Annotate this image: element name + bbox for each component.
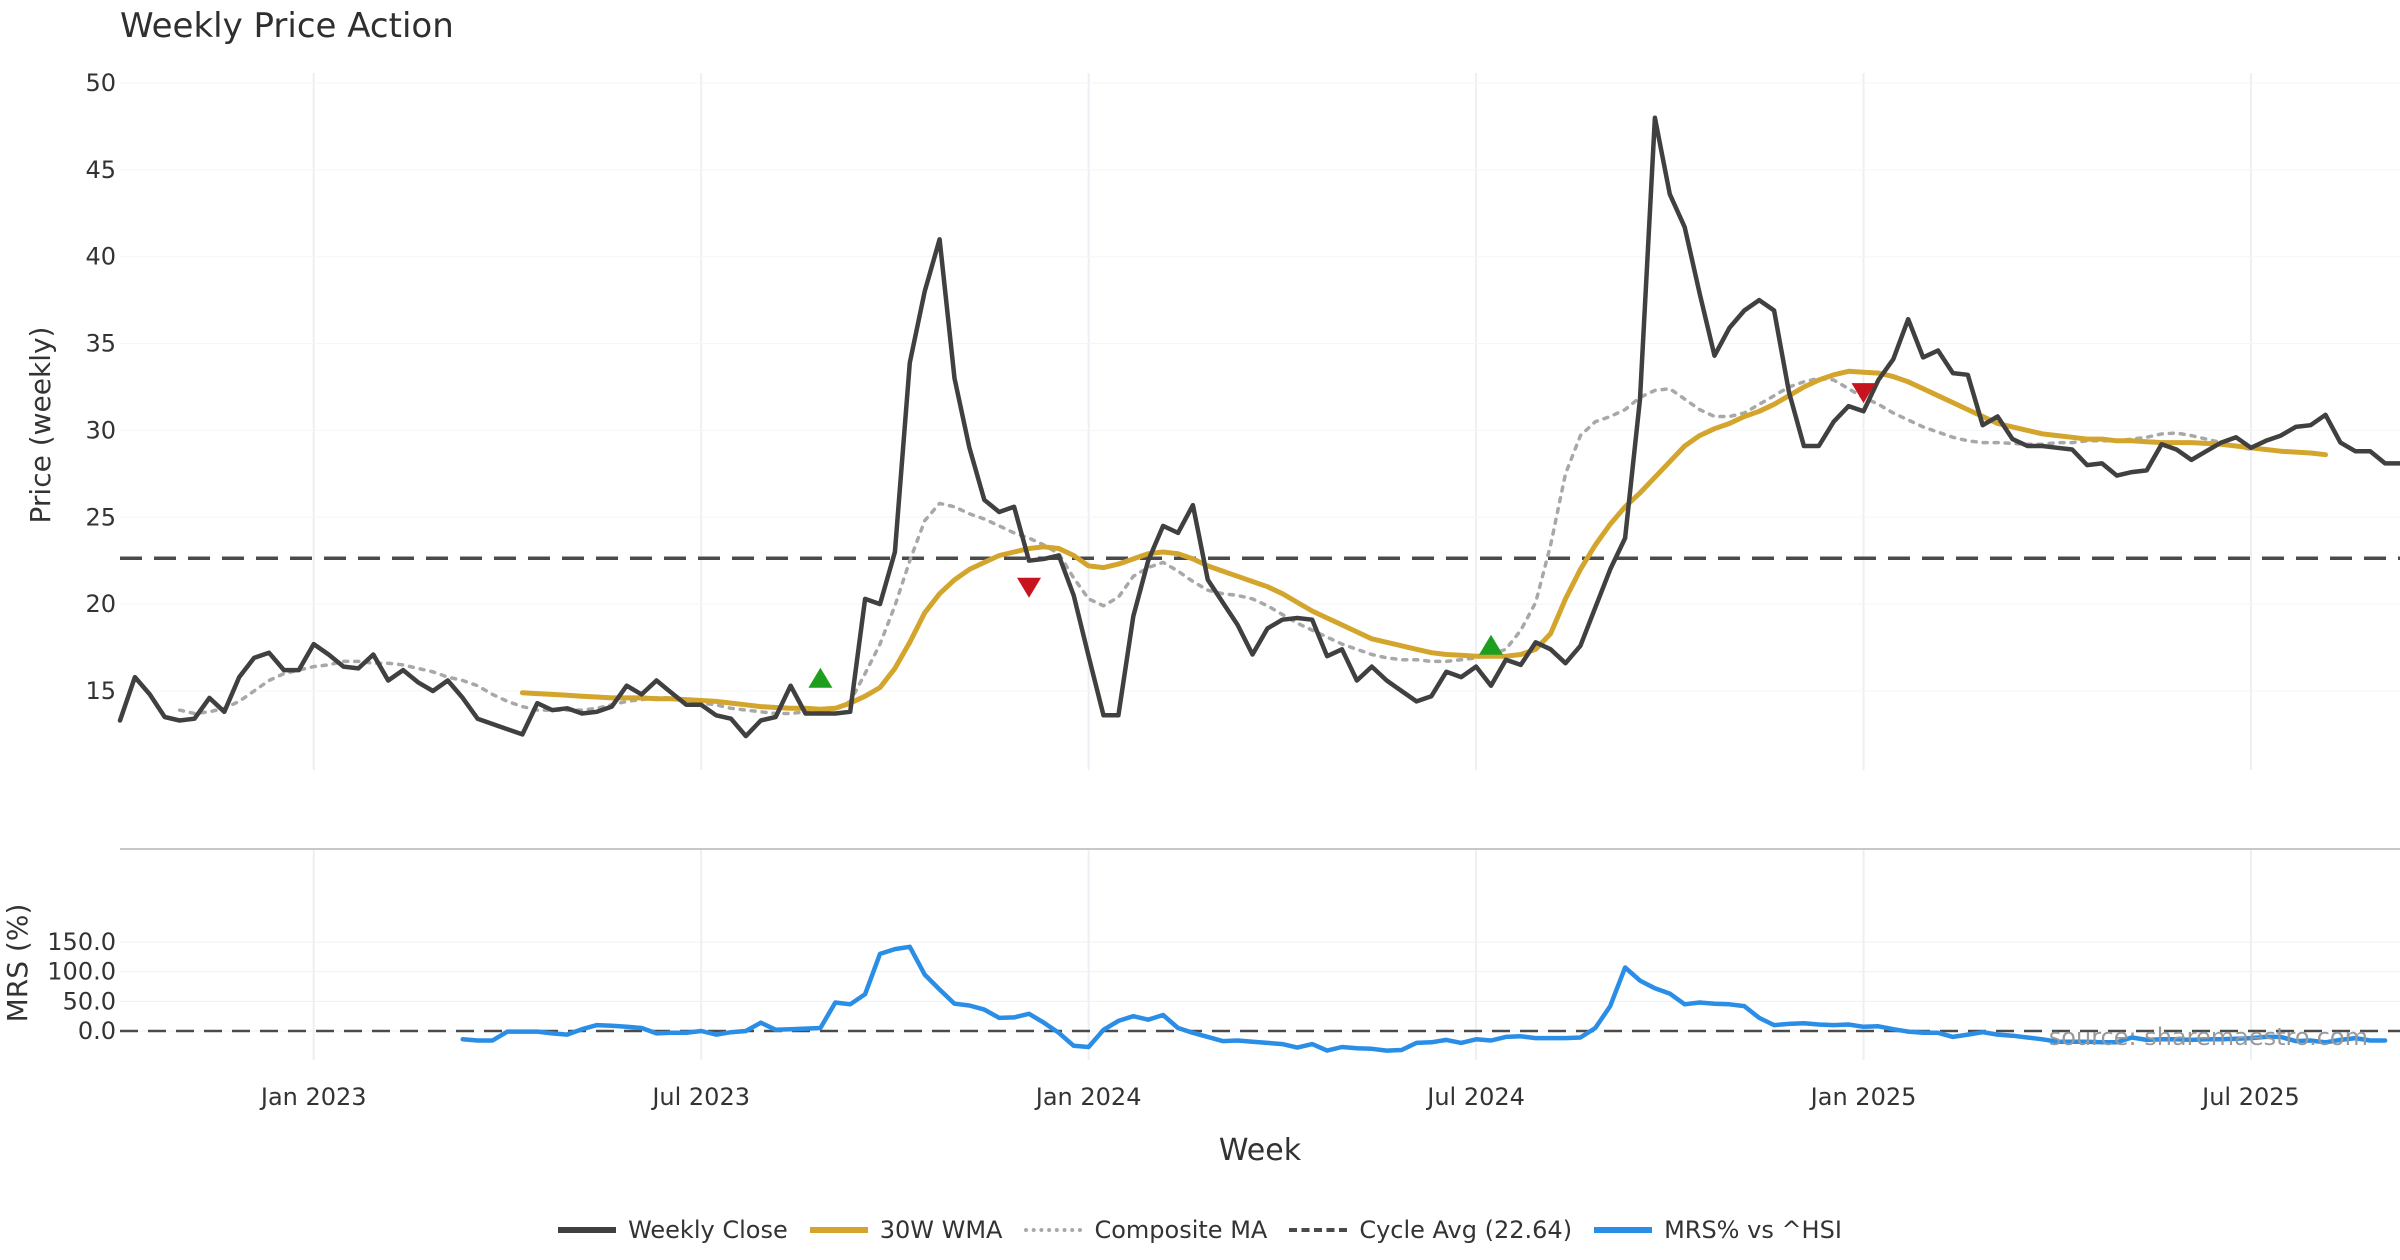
- price-y-tick-label: 20: [85, 590, 116, 618]
- mrs-line: [460, 944, 2388, 1053]
- wma-30w-line: [519, 368, 2328, 712]
- mrs-y-axis-label: MRS (%): [1, 904, 34, 1023]
- composite-ma-swatch: [1024, 1228, 1083, 1232]
- legend-label: Cycle Avg (22.64): [1359, 1216, 1573, 1244]
- buy-signal-marker: [1478, 634, 1503, 655]
- weekly-close-line: [117, 115, 2400, 739]
- legend-label: Weekly Close: [628, 1216, 788, 1244]
- price-y-tick-label: 25: [85, 503, 116, 531]
- legend-label: 30W WMA: [879, 1216, 1003, 1244]
- x-axis-label: Week: [1219, 1133, 1302, 1168]
- mrs-y-tick-label: 150.0: [47, 928, 116, 956]
- series-layer: [117, 115, 2400, 1053]
- cycle-avg-swatch: [1289, 1228, 1348, 1232]
- x-tick-label: Jul 2024: [1425, 1083, 1525, 1111]
- sell-signal-marker: [1851, 383, 1876, 404]
- x-tick-label: Jan 2023: [259, 1083, 367, 1111]
- source-annotation: source: sharemaestro.com: [2049, 1023, 2368, 1051]
- grid-layer: [120, 73, 2400, 1060]
- reference-lines: [120, 556, 2400, 1033]
- x-tick-label: Jul 2023: [650, 1083, 750, 1111]
- price-y-axis-label: Price (weekly): [24, 327, 57, 524]
- chart-title: Weekly Price Action: [120, 6, 454, 46]
- price-y-tick-label: 35: [85, 330, 116, 358]
- legend-item-composite-ma: Composite MA: [1024, 1216, 1267, 1244]
- x-tick-label: Jan 2024: [1034, 1083, 1142, 1111]
- price-y-tick-label: 45: [85, 156, 116, 184]
- buy-signal-marker: [808, 667, 833, 688]
- legend-label: MRS% vs ^HSI: [1664, 1216, 1842, 1244]
- legend-item-cycle-avg: Cycle Avg (22.64): [1289, 1216, 1572, 1244]
- legend: Weekly Close 30W WMA Composite MA Cycle …: [0, 1210, 2400, 1250]
- mrs-y-tick-label: 0.0: [78, 1017, 116, 1045]
- price-y-tick-label: 30: [85, 416, 116, 444]
- price-y-tick-label: 40: [85, 243, 116, 271]
- price-y-tick-label: 50: [85, 69, 116, 97]
- x-tick-label: Jul 2025: [2200, 1083, 2300, 1111]
- legend-item-weekly-close: Weekly Close: [558, 1216, 788, 1244]
- price-y-tick-label: 15: [85, 677, 116, 705]
- sell-signal-marker: [1017, 577, 1042, 598]
- mrs-swatch: [1594, 1227, 1653, 1233]
- mrs-y-tick-label: 50.0: [63, 987, 116, 1015]
- legend-label: Composite MA: [1094, 1216, 1268, 1244]
- weekly-close-swatch: [558, 1227, 617, 1233]
- wma-swatch: [809, 1227, 868, 1233]
- axis-layer: Jan 2023 Jul 2023 Jan 2024 Jul 2024 Jan 2025…: [47, 69, 2300, 1111]
- legend-item-mrs: MRS% vs ^HSI: [1594, 1216, 1842, 1244]
- signal-markers: [808, 383, 1876, 688]
- x-tick-label: Jan 2025: [1809, 1083, 1917, 1111]
- composite-ma-line: [177, 376, 2253, 716]
- mrs-y-tick-label: 100.0: [47, 958, 116, 986]
- legend-item-30w-wma: 30W WMA: [809, 1216, 1003, 1244]
